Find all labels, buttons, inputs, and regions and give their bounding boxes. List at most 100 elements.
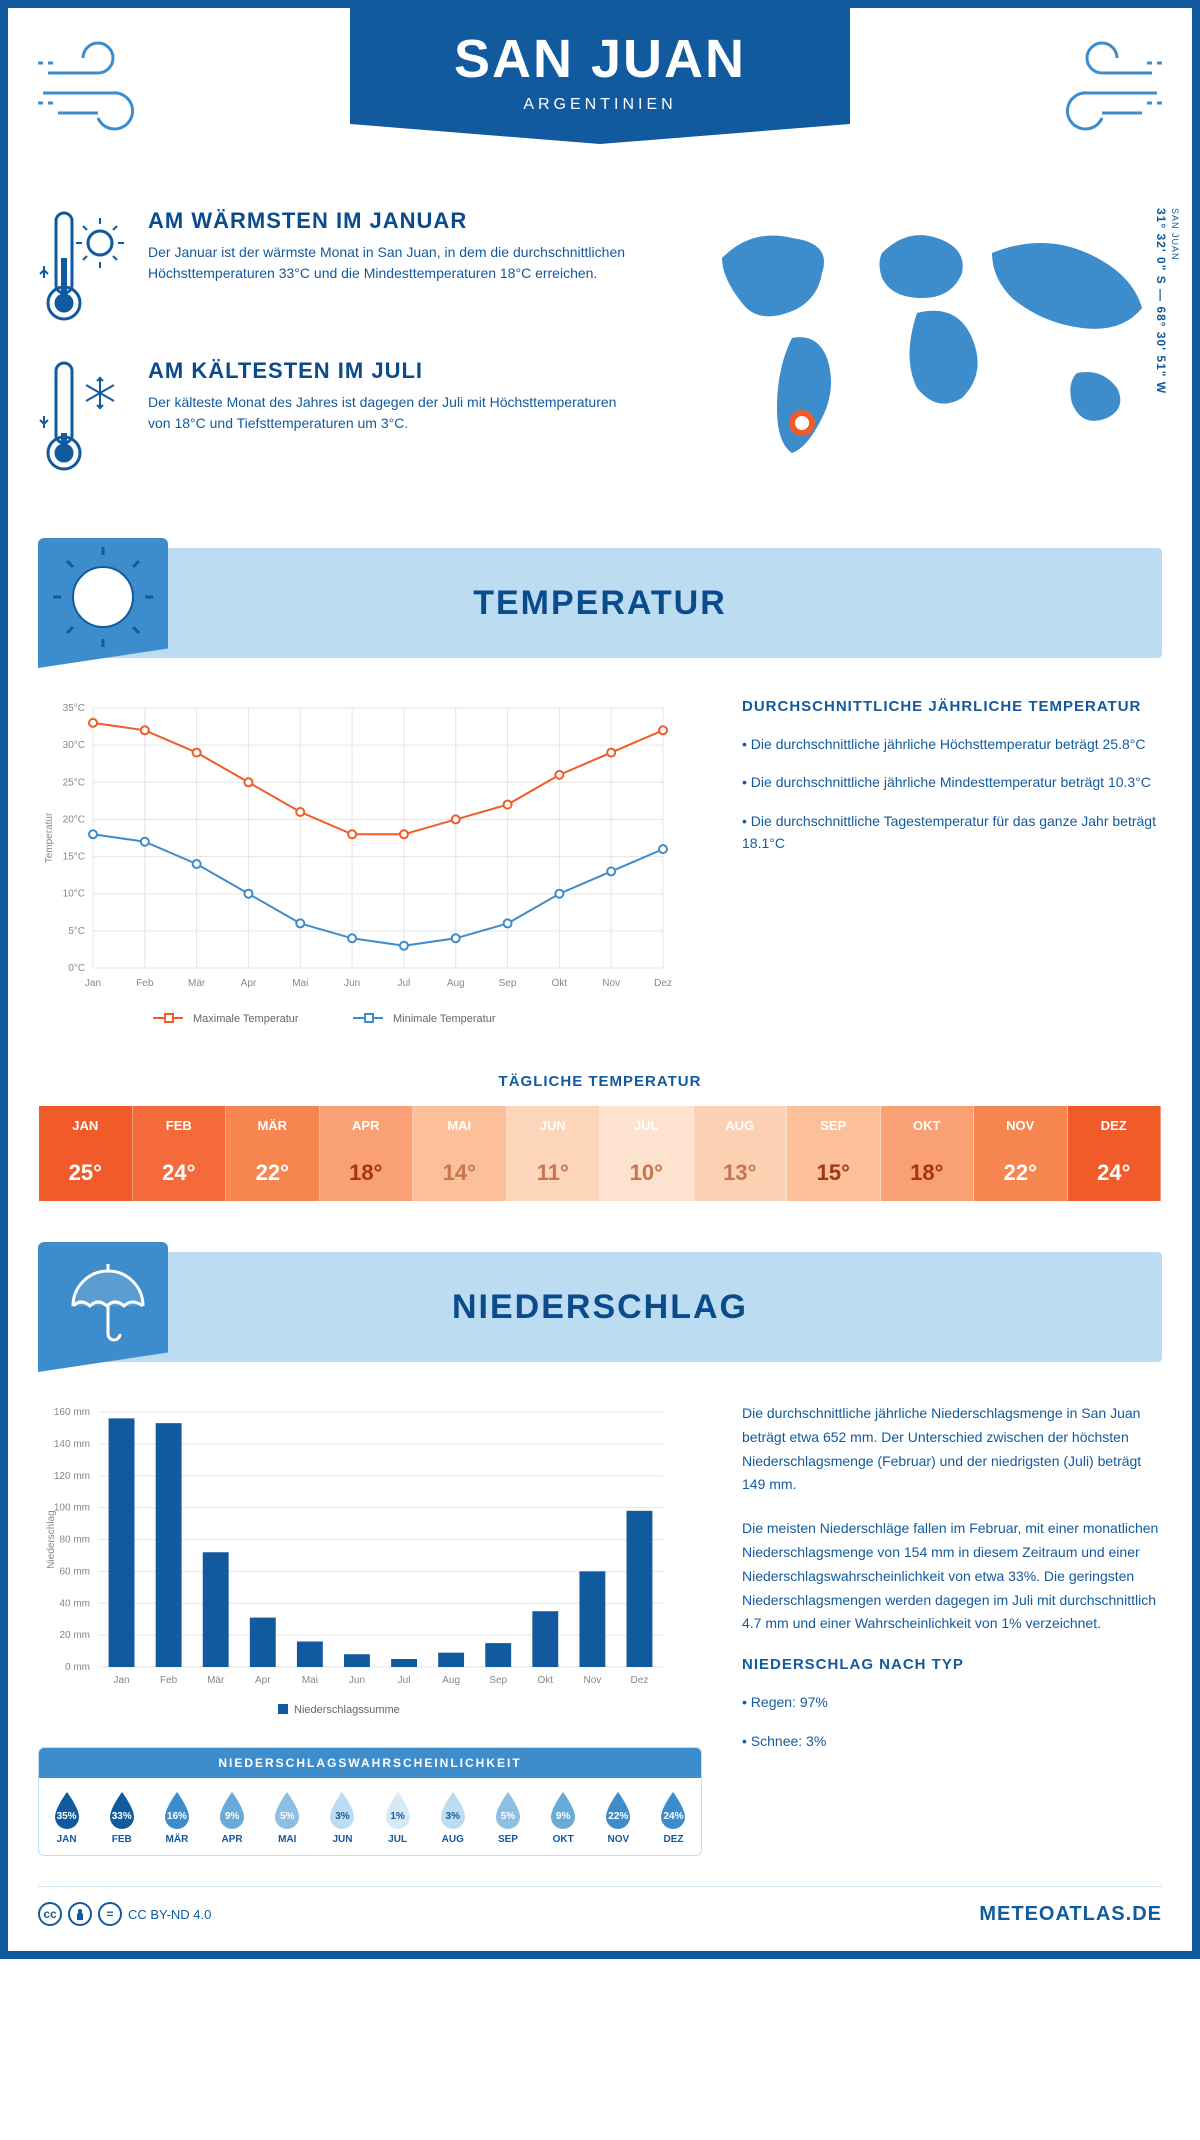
site-name: METEOATLAS.DE <box>979 1903 1162 1926</box>
svg-text:Jan: Jan <box>85 978 101 989</box>
world-map-icon <box>682 208 1162 468</box>
drop-icon: 16% <box>162 1790 192 1830</box>
rain-paragraph: Die durchschnittliche jährliche Niedersc… <box>742 1402 1162 1497</box>
page-frame: SAN JUAN ARGENTINIEN <box>0 0 1200 1959</box>
daily-temp-value: 25° <box>39 1145 133 1201</box>
intro-section: AM WÄRMSTEN IM JANUAR Der Januar ist der… <box>38 208 1162 508</box>
probability-cell: 24% DEZ <box>646 1778 701 1855</box>
probability-month: DEZ <box>646 1834 701 1845</box>
daily-temp-cell: NOV22° <box>974 1106 1068 1201</box>
daily-temp-value: 18° <box>320 1145 414 1201</box>
probability-cell: 22% NOV <box>591 1778 646 1855</box>
probability-cell: 16% MÄR <box>149 1778 204 1855</box>
daily-temp-cell: MÄR22° <box>226 1106 320 1201</box>
daily-temp-title: TÄGLICHE TEMPERATUR <box>38 1073 1162 1090</box>
daily-month-label: OKT <box>881 1106 975 1145</box>
fact-warmest: AM WÄRMSTEN IM JANUAR Der Januar ist der… <box>38 208 642 328</box>
svg-text:Feb: Feb <box>160 1675 178 1686</box>
daily-month-label: SEP <box>787 1106 881 1145</box>
daily-temp-value: 10° <box>600 1145 694 1201</box>
svg-text:160 mm: 160 mm <box>54 1407 90 1418</box>
svg-text:Niederschlagssumme: Niederschlagssumme <box>294 1704 400 1716</box>
daily-temp-value: 13° <box>694 1145 788 1201</box>
thermometer-sun-icon <box>38 208 128 328</box>
daily-temp-cell: JUN11° <box>507 1106 601 1201</box>
rain-info: Die durchschnittliche jährliche Niedersc… <box>742 1402 1162 1856</box>
fact-text: Der Januar ist der wärmste Monat in San … <box>148 242 642 284</box>
coords-lat: 31° 32' 0" S <box>1154 208 1168 285</box>
drop-icon: 1% <box>383 1790 413 1830</box>
svg-text:Nov: Nov <box>583 1675 601 1686</box>
daily-month-label: FEB <box>133 1106 227 1145</box>
drop-icon: 5% <box>272 1790 302 1830</box>
svg-text:140 mm: 140 mm <box>54 1439 90 1450</box>
coords-location: SAN JUAN <box>1170 208 1180 261</box>
daily-temp-cell: AUG13° <box>694 1106 788 1201</box>
probability-month: JUN <box>315 1834 370 1845</box>
svg-text:Nov: Nov <box>602 978 620 989</box>
daily-temp-value: 24° <box>1068 1145 1162 1201</box>
probability-title: NIEDERSCHLAGSWAHRSCHEINLICHKEIT <box>39 1748 701 1778</box>
daily-temp-value: 15° <box>787 1145 881 1201</box>
probability-cell: 1% JUL <box>370 1778 425 1855</box>
svg-text:Okt: Okt <box>552 978 568 989</box>
daily-temp-table: JAN25°FEB24°MÄR22°APR18°MAI14°JUN11°JUL1… <box>38 1105 1162 1202</box>
svg-text:Maximale Temperatur: Maximale Temperatur <box>193 1013 299 1025</box>
fact-title: AM WÄRMSTEN IM JANUAR <box>148 208 642 234</box>
probability-cell: 3% AUG <box>425 1778 480 1855</box>
probability-value: 5% <box>493 1811 523 1822</box>
daily-month-label: JUL <box>600 1106 694 1145</box>
svg-text:Niederschlag: Niederschlag <box>46 1510 57 1568</box>
svg-text:30°C: 30°C <box>63 740 85 751</box>
daily-month-label: JAN <box>39 1106 133 1145</box>
daily-month-label: AUG <box>694 1106 788 1145</box>
probability-month: APR <box>205 1834 260 1845</box>
umbrella-icon <box>58 1256 148 1346</box>
probability-cell: 33% FEB <box>94 1778 149 1855</box>
svg-text:Dez: Dez <box>631 1675 649 1686</box>
svg-text:Sep: Sep <box>489 1675 507 1686</box>
daily-month-label: MÄR <box>226 1106 320 1145</box>
info-bullet: • Die durchschnittliche Tagestemperatur … <box>742 810 1162 855</box>
daily-temp-cell: JUL10° <box>600 1106 694 1201</box>
page-subtitle: ARGENTINIEN <box>350 96 850 114</box>
svg-text:20°C: 20°C <box>63 814 85 825</box>
wind-icon <box>38 38 178 138</box>
info-heading: DURCHSCHNITTLICHE JÄHRLICHE TEMPERATUR <box>742 698 1162 715</box>
drop-icon: 24% <box>658 1790 688 1830</box>
license: cc = CC BY-ND 4.0 <box>38 1902 211 1926</box>
probability-cell: 35% JAN <box>39 1778 94 1855</box>
by-icon <box>68 1902 92 1926</box>
daily-temp-cell: JAN25° <box>39 1106 133 1201</box>
daily-temp-value: 22° <box>226 1145 320 1201</box>
drop-icon: 35% <box>52 1790 82 1830</box>
daily-temp-cell: APR18° <box>320 1106 414 1201</box>
nd-icon: = <box>98 1902 122 1926</box>
world-map-container: SAN JUAN 31° 32' 0" S — 68° 30' 51" W <box>682 208 1162 473</box>
svg-text:Mär: Mär <box>188 978 206 989</box>
probability-value: 9% <box>548 1811 578 1822</box>
probability-value: 16% <box>162 1811 192 1822</box>
probability-cell: 5% SEP <box>480 1778 535 1855</box>
daily-month-label: DEZ <box>1068 1106 1162 1145</box>
svg-text:Aug: Aug <box>442 1675 460 1686</box>
daily-month-label: NOV <box>974 1106 1068 1145</box>
probability-cell: 9% APR <box>205 1778 260 1855</box>
title-banner: SAN JUAN ARGENTINIEN <box>350 8 850 124</box>
temperature-info: DURCHSCHNITTLICHE JÄHRLICHE TEMPERATUR •… <box>742 698 1162 1043</box>
footer: cc = CC BY-ND 4.0 METEOATLAS.DE <box>38 1886 1162 1931</box>
svg-text:Apr: Apr <box>241 978 257 989</box>
section-title: TEMPERATUR <box>473 584 727 623</box>
rain-section-header: NIEDERSCHLAG <box>38 1252 1162 1362</box>
rain-type-item: • Schnee: 3% <box>742 1730 1162 1752</box>
svg-text:Okt: Okt <box>538 1675 554 1686</box>
svg-text:15°C: 15°C <box>63 852 85 863</box>
rain-probability-table: NIEDERSCHLAGSWAHRSCHEINLICHKEIT 35% JAN … <box>38 1747 702 1856</box>
rain-paragraph: Die meisten Niederschläge fallen im Febr… <box>742 1517 1162 1636</box>
daily-month-label: APR <box>320 1106 414 1145</box>
svg-text:Aug: Aug <box>447 978 465 989</box>
rain-type-item: • Regen: 97% <box>742 1691 1162 1713</box>
svg-text:100 mm: 100 mm <box>54 1503 90 1514</box>
probability-value: 22% <box>603 1811 633 1822</box>
probability-month: JUL <box>370 1834 425 1845</box>
